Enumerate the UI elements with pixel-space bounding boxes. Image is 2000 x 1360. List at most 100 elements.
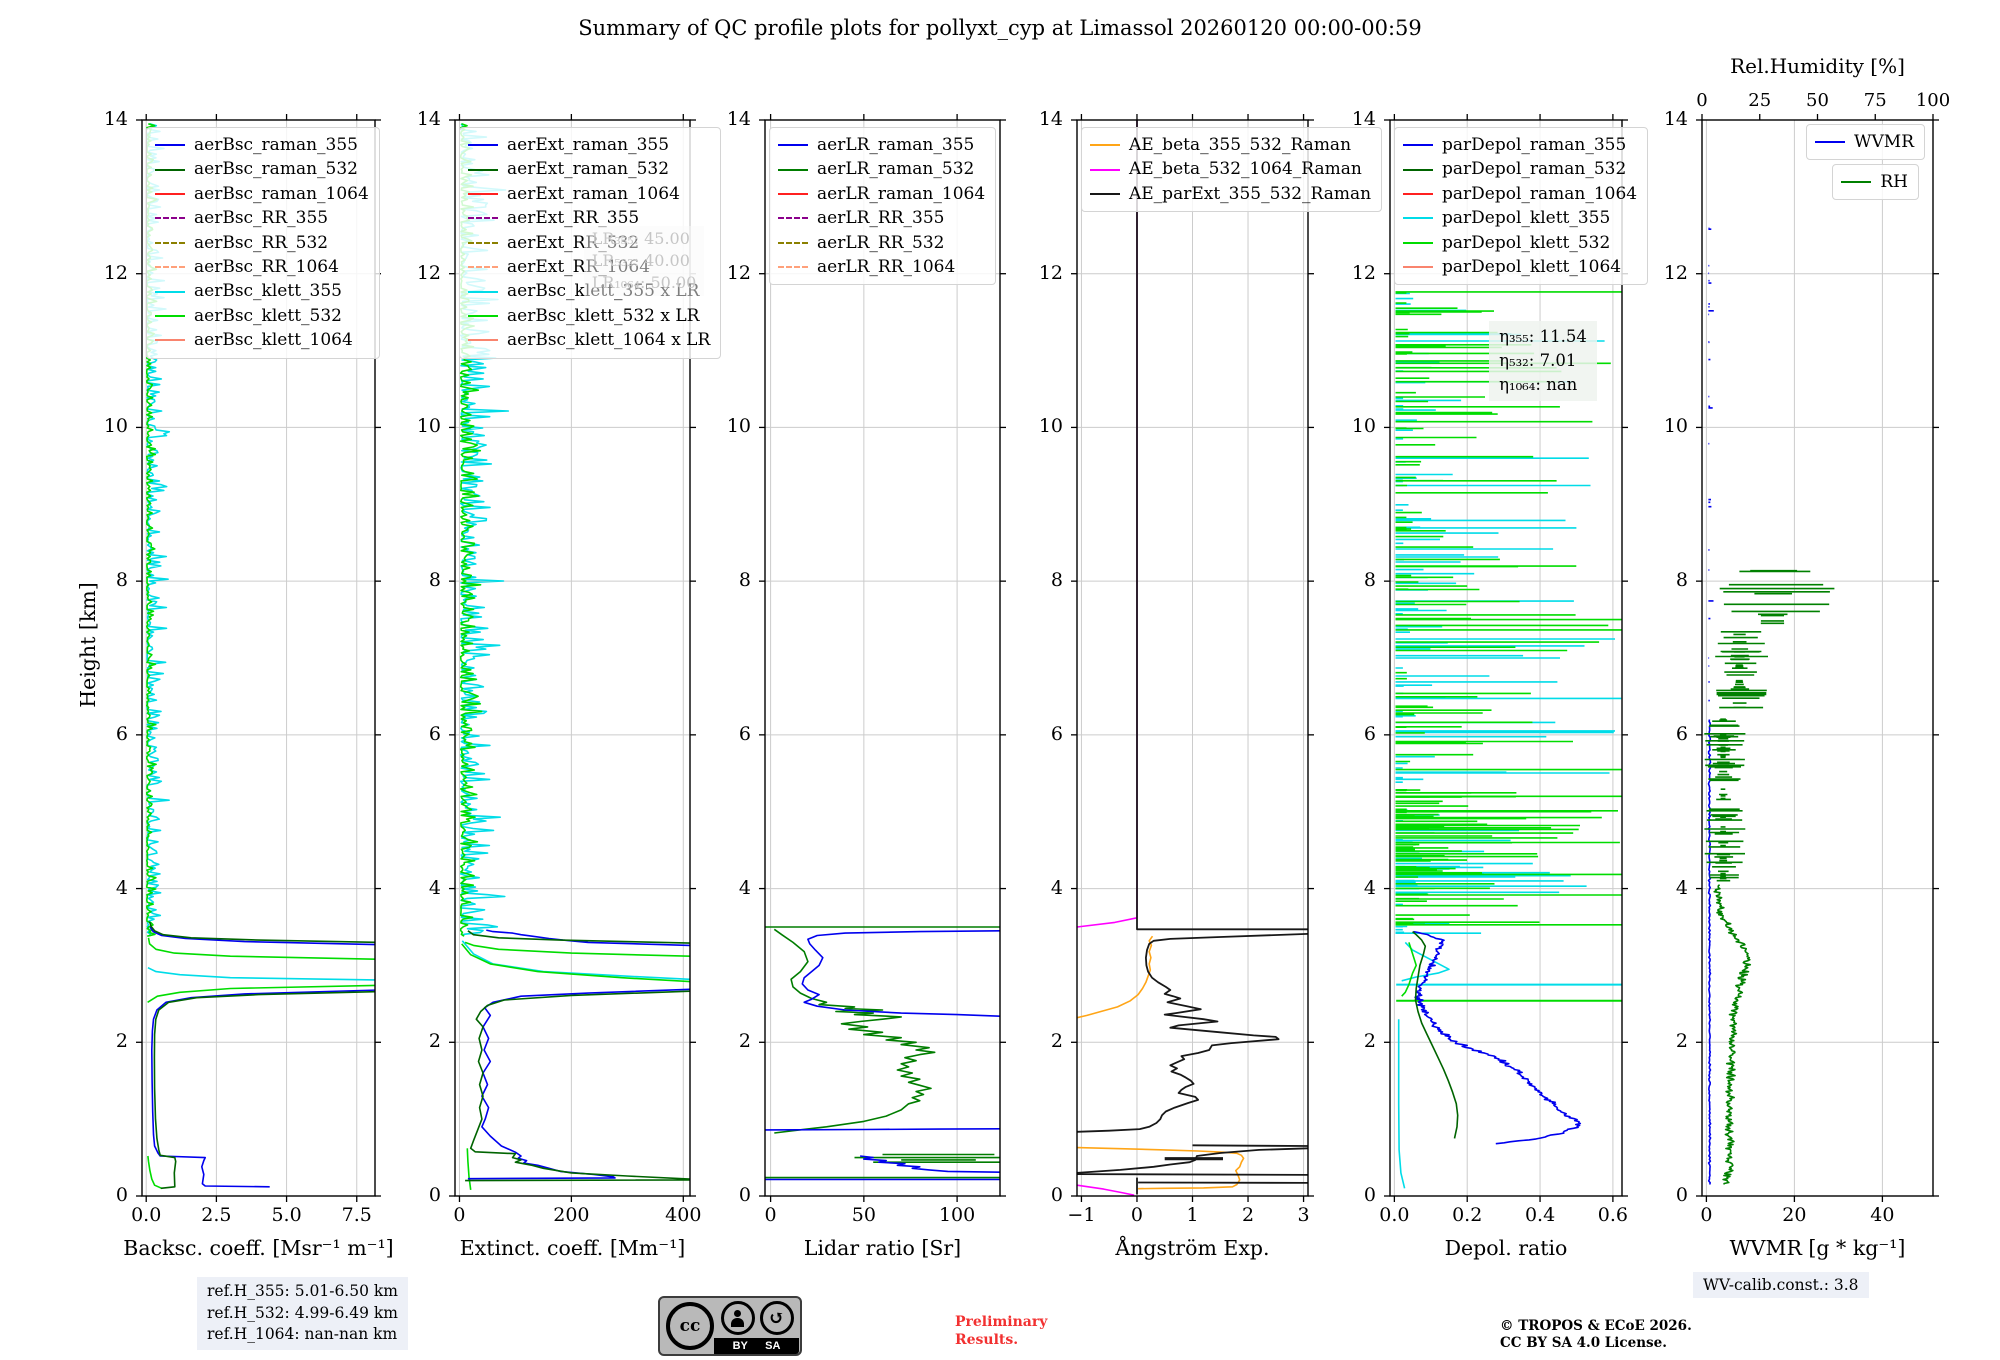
x-tick-label: 0.2	[1452, 1204, 1483, 1226]
y-tick-label: 6	[1363, 722, 1376, 745]
panel-angstrom	[1071, 114, 1314, 1202]
y-tick-label: 2	[1675, 1030, 1688, 1053]
annotation-line: LR₅₃₂: 40.00	[591, 251, 690, 271]
legend-entry: AE_beta_355_532_Raman	[1090, 133, 1371, 157]
legend-label: aerBsc_raman_1064	[194, 183, 369, 204]
y-tick-label: 2	[738, 1030, 751, 1053]
legend-line-sample	[468, 339, 498, 342]
x-tick-label: 100	[938, 1204, 976, 1226]
aerBsc_raman_355	[151, 989, 375, 1188]
legend-line-sample	[778, 168, 808, 171]
y-tick-label: 0	[1675, 1184, 1688, 1206]
legend-label: aerBsc_klett_532 x LR	[507, 305, 700, 326]
y-tick-label: 4	[1675, 876, 1688, 899]
x-tick-label: 3	[1297, 1204, 1310, 1226]
y-tick-label: 6	[1050, 722, 1063, 745]
legend-line-sample	[468, 144, 498, 147]
legend-wvmr: WVMR	[1806, 124, 1925, 161]
legend-entry: aerBsc_RR_1064	[155, 255, 369, 279]
legend-entry: AE_parExt_355_532_Raman	[1090, 182, 1371, 206]
legend-line-sample	[1403, 266, 1433, 269]
y-tick-label: 12	[416, 261, 441, 284]
legend-label: parDepol_raman_532	[1442, 159, 1627, 180]
aerExt_raman_532	[467, 930, 690, 944]
legend-line-sample	[468, 217, 498, 220]
RH	[1704, 718, 1746, 882]
AE_parExt_355_532_Raman	[1077, 1147, 1308, 1174]
aerBsc_klett_532	[147, 937, 375, 961]
x-axis-label-lidar-ratio: Lidar ratio [Sr]	[803, 1236, 962, 1260]
legend-entry: parDepol_raman_1064	[1403, 182, 1637, 206]
legend-label: aerLR_RR_532	[817, 232, 945, 253]
ref-height-355: ref.H_355: 5.01-6.50 km	[207, 1282, 398, 1300]
y-tick-label: 12	[1663, 261, 1688, 284]
AE_parExt_355_532_Raman	[1192, 1144, 1308, 1147]
legend-line-sample	[155, 217, 185, 220]
annotation-line: LR₃₅₅: 45.00	[591, 229, 690, 249]
panel-lidar-ratio	[759, 114, 1006, 1202]
annotation-line: η₁₀₆₄: nan	[1499, 375, 1578, 395]
legend-label: aerLR_raman_532	[817, 159, 975, 180]
legend-entry: aerLR_raman_1064	[778, 182, 985, 206]
y-tick-label: 2	[115, 1030, 128, 1053]
legend-label: aerExt_raman_355	[507, 135, 670, 155]
rh-tick-label: 75	[1863, 90, 1887, 111]
legend-entry: WVMR	[1815, 130, 1914, 154]
legend-label: aerLR_raman_355	[817, 135, 975, 155]
y-tick-label: 14	[1351, 108, 1376, 130]
y-tick-label: 4	[115, 876, 128, 899]
legend-entry: parDepol_klett_1064	[1403, 255, 1637, 279]
ref-height-532: ref.H_532: 4.99-6.49 km	[207, 1303, 398, 1322]
legend-label: aerLR_RR_355	[817, 208, 945, 229]
legend-line-sample	[778, 266, 808, 269]
x-tick-label: 400	[665, 1204, 702, 1226]
y-tick-label: 10	[103, 415, 128, 438]
cc-by-person-icon	[720, 1301, 755, 1335]
aerLR_raman_355	[860, 1155, 1000, 1173]
x-tick-label: −1	[1067, 1204, 1096, 1226]
y-tick-label: 12	[1351, 261, 1376, 284]
legend-label: parDepol_raman_355	[1442, 135, 1627, 155]
legend-line-sample	[468, 266, 498, 269]
legend-line-sample	[155, 290, 185, 293]
y-tick-label: 14	[416, 108, 441, 130]
y-tick-label: 8	[115, 569, 128, 592]
aerBsc_klett_532	[147, 984, 375, 1003]
legend-label: aerBsc_raman_355	[194, 135, 358, 155]
aerBsc_raman_532	[153, 990, 375, 1190]
y-tick-label: 8	[738, 569, 751, 592]
y-tick-label: 12	[726, 261, 751, 284]
legend-entry: aerBsc_klett_532	[155, 304, 369, 328]
annotation-depol: η₃₅₅: 11.54 η₅₃₂: 7.01 η₁₀₆₄: nan	[1489, 321, 1597, 402]
aerLR_raman_355	[765, 1128, 1000, 1131]
legend-entry: aerBsc_RR_355	[155, 206, 369, 230]
RH	[1715, 631, 1768, 709]
ref-height-annotation: ref.H_355: 5.01-6.50 km ref.H_532: 4.99-…	[197, 1277, 408, 1351]
legend-line-sample	[155, 144, 185, 147]
x-tick-label: 0.0	[131, 1204, 162, 1226]
legend-label: aerExt_raman_532	[507, 159, 670, 180]
parDepol_klett_532	[1395, 789, 1592, 872]
x-tick-label: 50	[851, 1204, 876, 1226]
y-tick-label: 6	[115, 722, 128, 745]
legend-entry: aerLR_raman_532	[778, 157, 985, 181]
y-tick-label: 10	[1351, 415, 1376, 438]
y-tick-label: 12	[103, 261, 128, 284]
aerBsc_klett_355_xLR	[461, 940, 690, 981]
legend-line-sample	[155, 168, 185, 171]
legend-entry: parDepol_klett_355	[1403, 206, 1637, 230]
annotation-line: η₃₅₅: 11.54	[1499, 327, 1587, 347]
y-axis-label: Height [km]	[76, 582, 100, 708]
y-tick-label: 4	[738, 876, 751, 899]
legend-label: RH	[1880, 172, 1908, 192]
legend-entry: parDepol_klett_532	[1403, 231, 1637, 255]
WVMR	[1707, 719, 1712, 1185]
legend-line-sample	[1403, 217, 1433, 220]
x-tick-label: 0	[764, 1204, 777, 1226]
x-axis-label-backscatter: Backsc. coeff. [Msr⁻¹ m⁻¹]	[123, 1236, 394, 1260]
AE_beta_532_1064_Raman	[1077, 917, 1138, 928]
legend-entry: aerBsc_klett_1064	[155, 328, 369, 352]
legend-entry: aerBsc_raman_355	[155, 133, 369, 157]
x-tick-label: 0	[1700, 1204, 1713, 1226]
